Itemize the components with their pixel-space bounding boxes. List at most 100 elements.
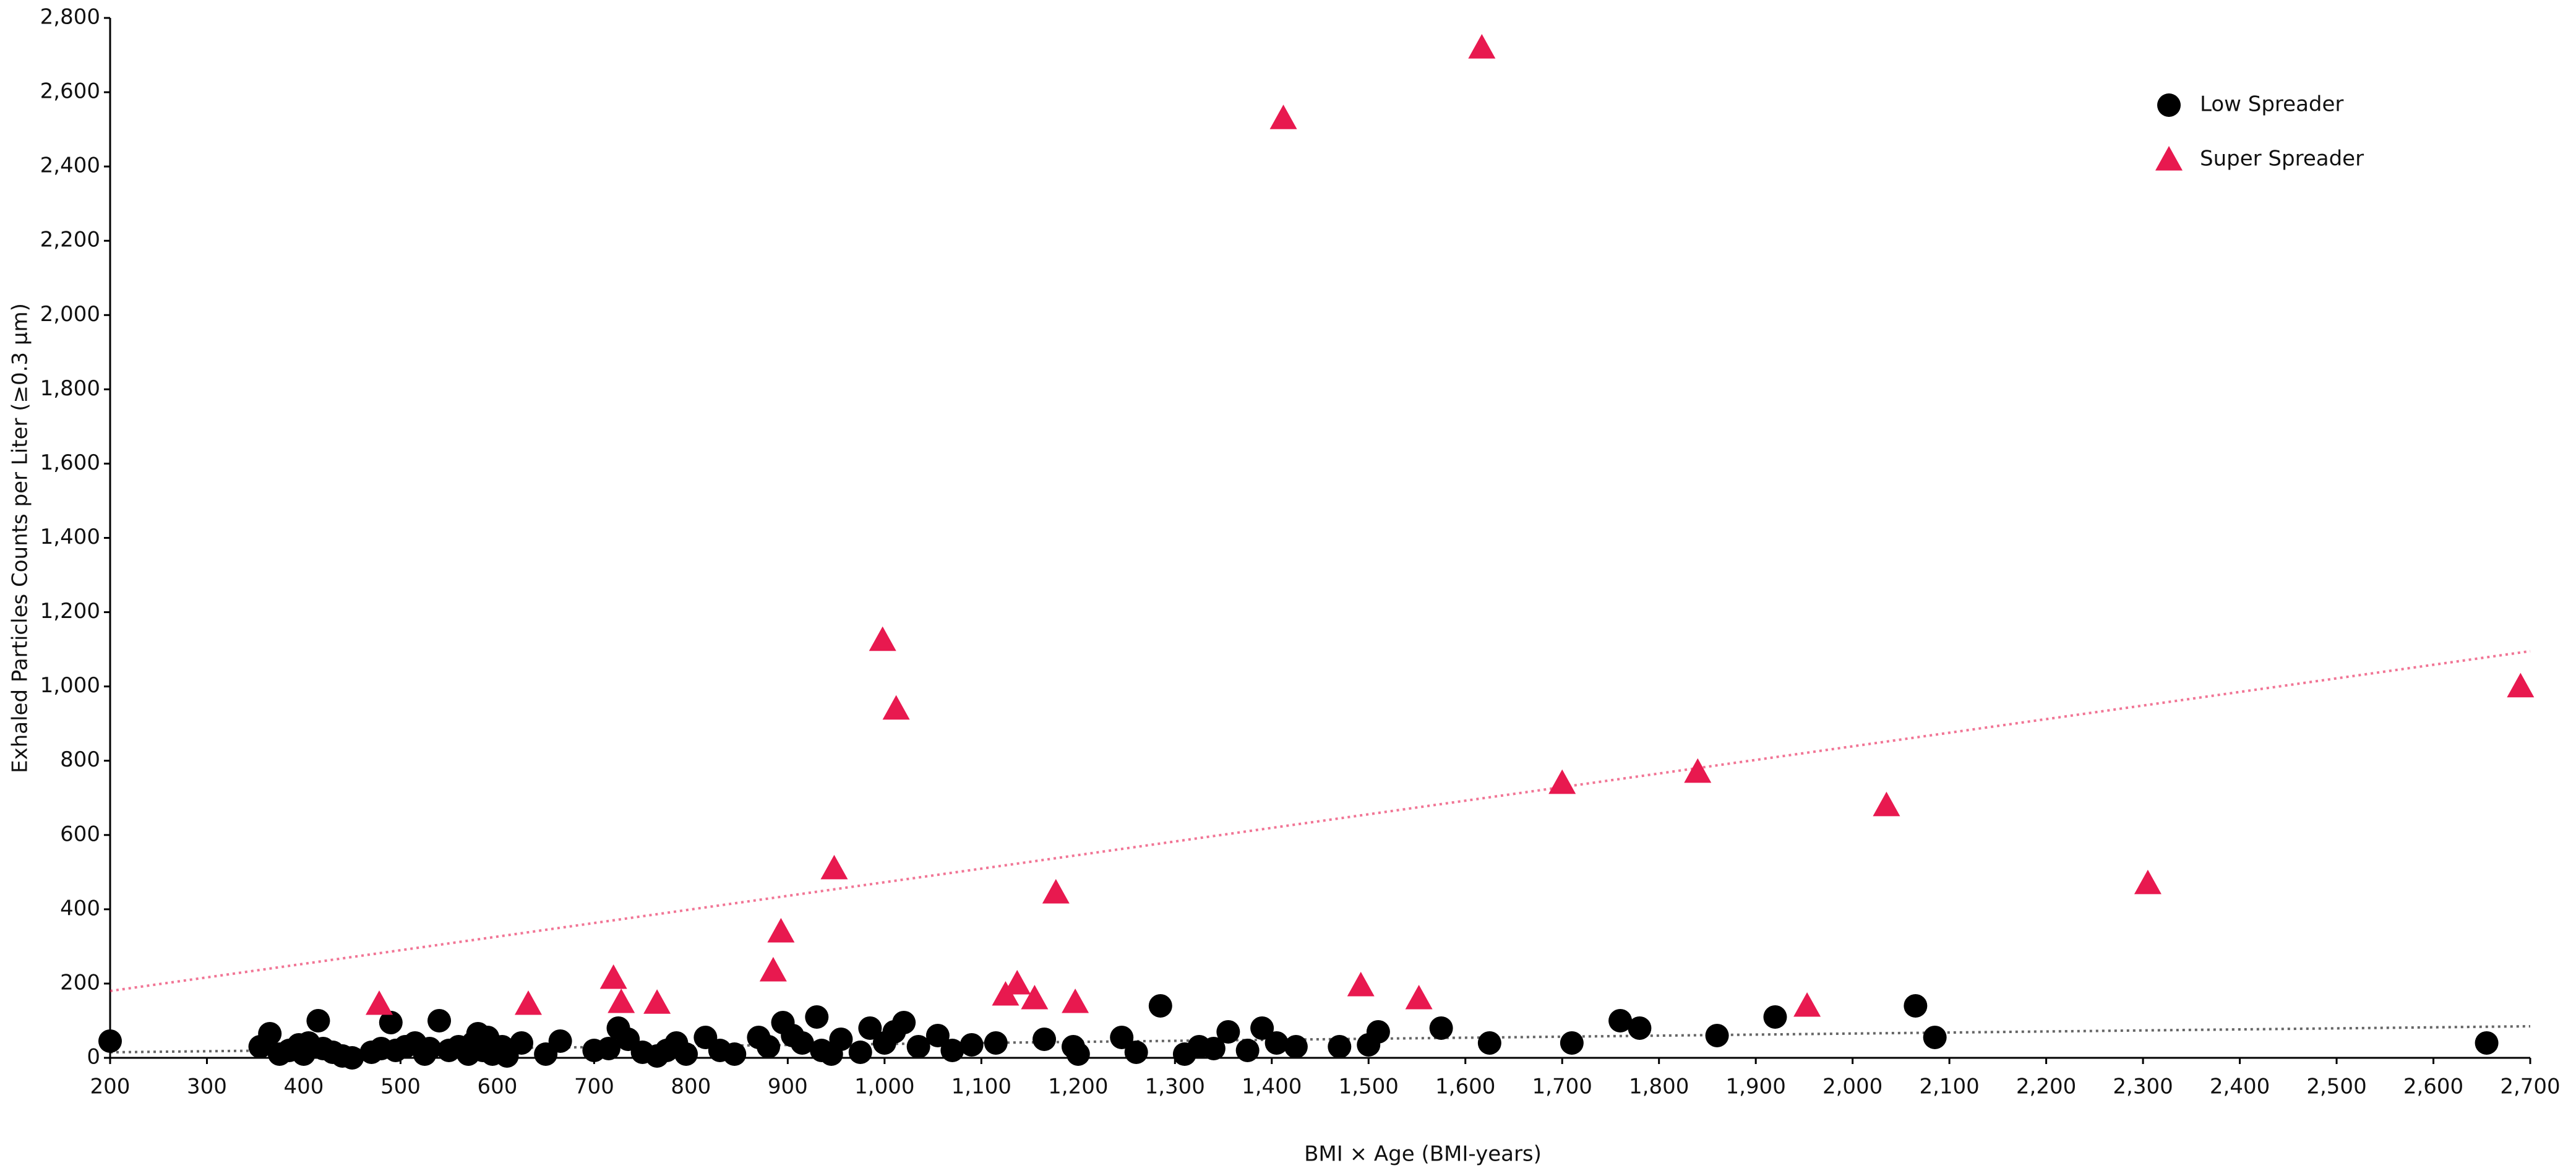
- data-point: [759, 956, 787, 982]
- data-point: [1548, 769, 1576, 794]
- x-tick-label: 1,500: [1339, 1075, 1399, 1099]
- y-tick-label: 1,200: [40, 599, 100, 624]
- y-tick-label: 400: [60, 896, 100, 921]
- x-tick-label: 2,000: [1823, 1075, 1883, 1099]
- x-axis-label: BMI × Age (BMI-years): [1304, 1142, 1542, 1167]
- data-point: [510, 1031, 534, 1055]
- x-tick-label: 1,900: [1725, 1075, 1785, 1099]
- data-point: [1110, 1025, 1134, 1049]
- legend-marker: [2157, 93, 2181, 117]
- data-point: [1705, 1023, 1729, 1047]
- x-tick-label: 1,000: [854, 1075, 914, 1099]
- data-point: [427, 1008, 452, 1032]
- data-point: [306, 1008, 330, 1032]
- x-tick-label: 1,600: [1435, 1075, 1495, 1099]
- data-point: [1124, 1040, 1148, 1064]
- data-point: [1003, 969, 1031, 995]
- x-tick-label: 2,300: [2113, 1075, 2173, 1099]
- x-tick-label: 2,500: [2306, 1075, 2366, 1099]
- data-point: [892, 1010, 916, 1034]
- data-point: [757, 1034, 781, 1058]
- data-point: [1269, 105, 1297, 129]
- data-point: [723, 1042, 747, 1066]
- data-point: [608, 988, 635, 1013]
- data-point: [1684, 758, 1712, 783]
- data-point: [1468, 34, 1496, 59]
- data-point: [1347, 971, 1375, 997]
- x-tick-label: 700: [574, 1075, 614, 1099]
- data-point: [1066, 1042, 1090, 1066]
- data-point: [1216, 1019, 1240, 1044]
- data-point: [340, 1046, 364, 1070]
- data-point: [1429, 1016, 1453, 1040]
- y-tick-label: 1,400: [40, 525, 100, 549]
- y-tick-label: 1,000: [40, 673, 100, 698]
- data-point: [1250, 1016, 1274, 1040]
- data-point: [1201, 1036, 1226, 1060]
- data-point: [1405, 984, 1433, 1010]
- data-point: [1021, 984, 1049, 1010]
- data-point: [925, 1023, 950, 1047]
- x-tick-label: 1,400: [1242, 1075, 1302, 1099]
- data-point: [98, 1029, 122, 1053]
- y-tick-label: 2,800: [40, 5, 100, 30]
- trendline: [109, 650, 2531, 992]
- y-tick-label: 800: [60, 747, 100, 772]
- data-point: [882, 695, 910, 720]
- data-point: [418, 1036, 442, 1060]
- data-point: [1628, 1016, 1652, 1040]
- data-point: [596, 1036, 620, 1060]
- data-point: [2134, 869, 2162, 895]
- legend-label: Super Spreader: [2200, 147, 2364, 171]
- x-tick-label: 900: [768, 1075, 808, 1099]
- y-tick-label: 0: [87, 1045, 100, 1070]
- legend-marker: [2155, 146, 2183, 171]
- data-point: [984, 1031, 1008, 1055]
- y-tick-label: 600: [60, 822, 100, 846]
- x-tick-label: 1,200: [1048, 1075, 1108, 1099]
- x-tick-label: 2,600: [2403, 1075, 2463, 1099]
- data-point: [1033, 1027, 1057, 1051]
- x-tick-label: 2,700: [2500, 1075, 2560, 1099]
- legend-label: Low Spreader: [2200, 92, 2343, 117]
- data-point: [674, 1042, 698, 1066]
- data-point: [548, 1029, 572, 1053]
- x-tick-label: 2,100: [1919, 1075, 1979, 1099]
- data-point: [1477, 1031, 1501, 1055]
- y-tick-label: 200: [60, 970, 100, 995]
- data-point: [869, 626, 896, 651]
- data-point: [820, 854, 848, 880]
- data-point: [258, 1021, 282, 1045]
- x-tick-label: 800: [671, 1075, 711, 1099]
- y-tick-label: 1,800: [40, 376, 100, 401]
- data-point: [643, 989, 671, 1014]
- data-point: [848, 1040, 872, 1064]
- x-tick-label: 1,100: [951, 1075, 1011, 1099]
- data-point: [1284, 1034, 1308, 1058]
- x-tick-label: 500: [380, 1075, 421, 1099]
- data-point: [1148, 994, 1172, 1018]
- y-tick-label: 2,600: [40, 79, 100, 104]
- y-tick-label: 2,400: [40, 153, 100, 178]
- data-point: [1608, 1008, 1633, 1032]
- data-point: [1923, 1025, 1947, 1049]
- x-tick-label: 1,800: [1629, 1075, 1689, 1099]
- y-tick-label: 2,200: [40, 228, 100, 252]
- x-tick-label: 200: [90, 1075, 131, 1099]
- data-point: [1042, 878, 1070, 904]
- data-point: [858, 1016, 882, 1040]
- data-point: [379, 1010, 403, 1034]
- data-point: [1366, 1019, 1390, 1044]
- data-point: [829, 1027, 853, 1051]
- data-point: [599, 964, 627, 989]
- y-tick-label: 1,600: [40, 450, 100, 475]
- x-tick-label: 400: [284, 1075, 324, 1099]
- data-point: [1904, 994, 1928, 1018]
- x-tick-label: 1,700: [1532, 1075, 1592, 1099]
- data-point: [960, 1032, 984, 1057]
- data-point: [366, 990, 393, 1015]
- y-axis-label: Exhaled Particles Counts per Liter (≥0.3…: [8, 303, 33, 773]
- data-point: [805, 1005, 829, 1029]
- y-tick-label: 2,000: [40, 302, 100, 327]
